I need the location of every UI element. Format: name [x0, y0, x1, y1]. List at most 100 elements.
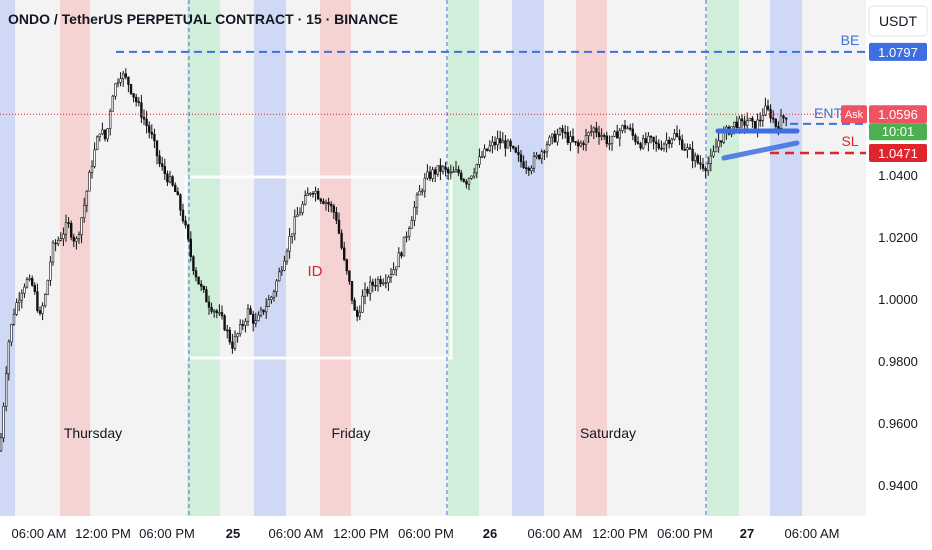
candle-134: [348, 270, 351, 285]
candle-58: [150, 124, 153, 139]
candle-body: [745, 120, 749, 126]
candle-244: [634, 133, 637, 145]
candle-body: [605, 135, 609, 145]
current-price-tag-text: 1.0596: [878, 107, 918, 122]
currency-label[interactable]: USDT: [879, 13, 918, 29]
candle-body: [181, 209, 185, 222]
candle-78: [202, 285, 205, 294]
candle-8: [20, 289, 23, 309]
candle-243: [631, 123, 635, 141]
candle-body: [618, 130, 622, 139]
candle-115: [298, 207, 302, 216]
candle-body: [303, 195, 307, 205]
candle-body: [467, 177, 471, 185]
candle-body: [400, 252, 403, 257]
candle-body: [275, 280, 278, 293]
annotation-id: ID: [308, 263, 323, 280]
candle-190: [493, 136, 497, 150]
candle-body: [764, 105, 767, 116]
y-tick-label: 1.0200: [878, 230, 918, 245]
candle-77: [200, 280, 203, 292]
candle-body: [504, 140, 507, 149]
candle-14: [36, 283, 39, 313]
candle-137: [355, 306, 359, 322]
candle-body: [470, 175, 473, 179]
candle-body: [366, 288, 369, 294]
candle-body: [701, 164, 705, 169]
countdown-tag-text: 10:01: [882, 124, 915, 139]
candle-body: [712, 151, 715, 157]
candle-168: [436, 165, 439, 177]
candle-296: [769, 104, 772, 123]
candle-255: [662, 142, 666, 152]
price-axis[interactable]: 1.0400 1.0200 1.0000 0.9800 0.9600 0.9400: [878, 168, 918, 493]
trendline-lower[interactable]: [721, 140, 800, 161]
be-label: BE: [841, 32, 860, 48]
currency-button-box[interactable]: [868, 5, 928, 37]
candle-body: [80, 217, 83, 235]
candle-body: [103, 129, 107, 140]
candle-156: [405, 231, 408, 243]
candle-body: [148, 125, 151, 133]
candle-body: [636, 141, 640, 144]
candle-body: [262, 309, 265, 313]
candle-body: [192, 256, 195, 271]
candle-204: [530, 165, 533, 175]
candle-263: [683, 143, 687, 151]
candle-body: [244, 321, 247, 326]
candle-83: [215, 308, 218, 319]
candle-21: [54, 239, 57, 252]
candle-body: [719, 140, 723, 143]
candle-75: [194, 267, 198, 282]
session-band-0: [0, 0, 15, 516]
candle-31: [80, 217, 83, 244]
candle-body: [514, 147, 518, 153]
day-separators: [188, 0, 707, 516]
candle-202: [524, 160, 528, 175]
candle-body: [732, 121, 736, 128]
candle-body: [540, 151, 544, 159]
candle-249: [647, 132, 650, 152]
candle-95: [246, 304, 250, 327]
candle-180: [467, 177, 471, 191]
candle-body: [314, 190, 317, 194]
candle-body: [355, 310, 359, 317]
trendlines: [715, 128, 800, 161]
candle-body: [298, 212, 302, 216]
candle-87: [226, 324, 229, 339]
candle-body: [64, 222, 68, 235]
candle-body: [602, 135, 606, 137]
candle-body: [693, 155, 697, 161]
candle-146: [379, 275, 382, 288]
candle-61: [158, 150, 161, 168]
candle-79: [205, 286, 208, 303]
candle-body: [509, 140, 512, 147]
candle-body: [532, 156, 536, 169]
currency-button[interactable]: USDT: [868, 5, 928, 37]
candle-body: [740, 118, 744, 122]
candle-body: [77, 234, 81, 240]
candle-body: [524, 167, 528, 169]
session-band-8: [707, 0, 739, 516]
candle-2: [5, 366, 8, 412]
candle-208: [540, 149, 544, 164]
candle-4: [10, 323, 13, 347]
candle-0: [0, 432, 3, 452]
candle-264: [686, 143, 689, 159]
ask-badge: [841, 105, 867, 124]
candle-94: [244, 318, 247, 333]
candle-184: [478, 148, 481, 168]
x-tick-label: 12:00 PM: [592, 526, 648, 541]
candle-166: [431, 166, 434, 182]
candle-63: [163, 158, 166, 181]
time-axis[interactable]: 06:00 AM 12:00 PM 06:00 PM 25 06:00 AM 12:00 …: [12, 526, 840, 541]
candle-200: [519, 150, 523, 168]
candle-229: [595, 121, 598, 138]
candle-197: [511, 145, 515, 150]
candle-300: [779, 108, 783, 129]
candle-56: [145, 110, 148, 134]
candle-body: [639, 143, 642, 149]
candle-body: [475, 164, 478, 174]
candle-body: [480, 156, 484, 158]
